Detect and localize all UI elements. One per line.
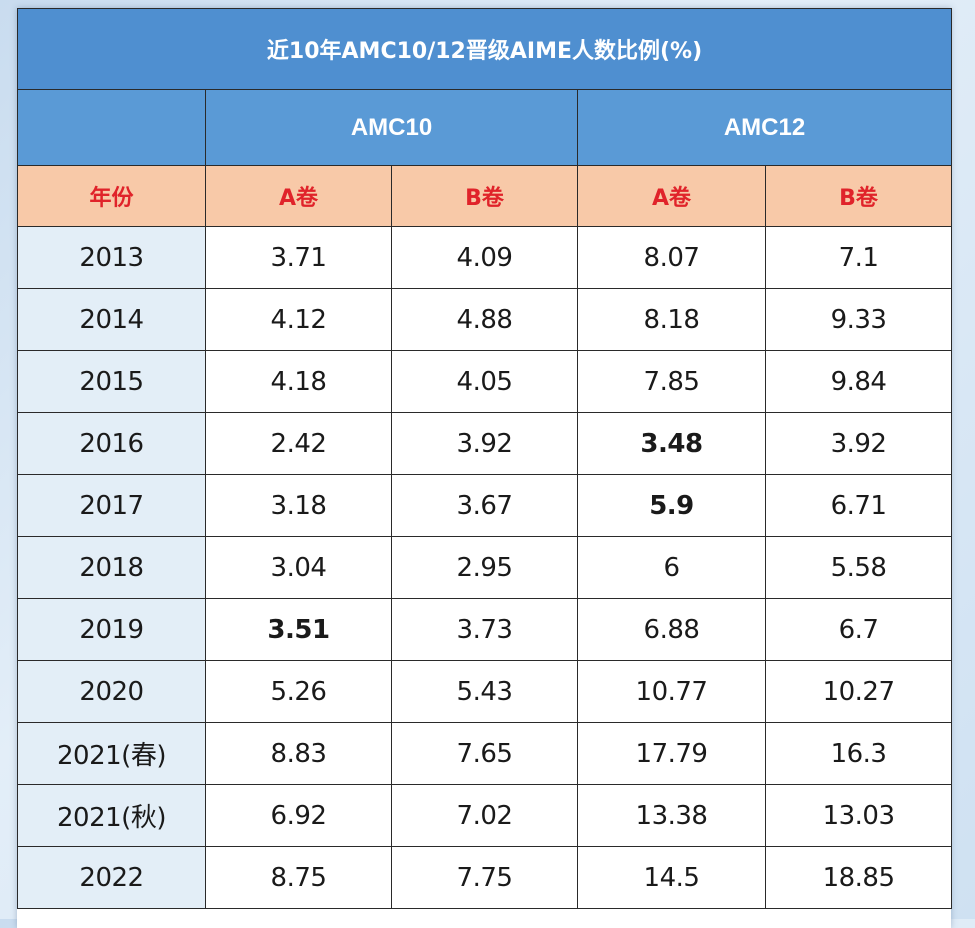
amc10-b-value: 2.95 <box>391 536 578 599</box>
amc10-a-value: 3.04 <box>205 536 392 599</box>
amc10-b-value: 7.75 <box>391 846 578 909</box>
amc12-b-value: 18.85 <box>764 846 953 909</box>
amc12-b-value: 13.03 <box>764 784 953 847</box>
amc10-a-value: 4.18 <box>205 350 392 413</box>
year-cell: 2021(秋) <box>17 784 206 847</box>
amc10-b-value: 3.73 <box>391 598 578 661</box>
amc12-a-value: 10.77 <box>577 660 766 723</box>
amc12-a-value: 6.88 <box>577 598 766 661</box>
sub-header-row: 年份 A卷 B卷 A卷 B卷 <box>17 165 953 227</box>
group-header-blank <box>17 89 206 166</box>
amc10-b-value: 7.02 <box>391 784 578 847</box>
amc10-a-value-highlighted: 3.51 <box>205 598 392 661</box>
amc10-b-value: 3.92 <box>391 412 578 475</box>
year-cell: 2019 <box>17 598 206 661</box>
column-header-amc12-a: A卷 <box>577 165 766 227</box>
amc10-b-value: 5.43 <box>391 660 578 723</box>
amc12-a-value-highlighted: 5.9 <box>577 474 766 537</box>
year-cell: 2016 <box>17 412 206 475</box>
year-cell: 2018 <box>17 536 206 599</box>
amc12-b-value: 6.71 <box>764 474 953 537</box>
table-title: 近10年AMC10/12晋级AIME人数比例(%) <box>16 8 953 90</box>
group-header-row: AMC10 AMC12 <box>17 89 953 166</box>
amc12-b-value: 16.3 <box>764 722 953 785</box>
amc12-a-value: 7.85 <box>577 350 766 413</box>
column-header-amc10-b: B卷 <box>391 165 578 227</box>
year-cell: 2021(春) <box>17 722 206 785</box>
amc10-a-value: 8.83 <box>205 722 392 785</box>
amc12-a-value-highlighted: 3.48 <box>577 412 766 475</box>
amc12-b-value: 7.1 <box>764 226 953 289</box>
table-row: 2019 3.51 3.73 6.88 6.7 <box>17 598 953 661</box>
table-row: 2021(秋) 6.92 7.02 13.38 13.03 <box>17 784 953 847</box>
amc10-a-value: 5.26 <box>205 660 392 723</box>
table-row: 2016 2.42 3.92 3.48 3.92 <box>17 412 953 475</box>
amc12-a-value: 8.18 <box>577 288 766 351</box>
group-header-amc10: AMC10 <box>205 89 578 166</box>
column-header-amc12-b: B卷 <box>764 165 953 227</box>
amc10-a-value: 4.12 <box>205 288 392 351</box>
year-cell: 2015 <box>17 350 206 413</box>
amc10-a-value: 2.42 <box>205 412 392 475</box>
amc10-b-value: 4.88 <box>391 288 578 351</box>
amc12-b-value: 10.27 <box>764 660 953 723</box>
table-row: 2017 3.18 3.67 5.9 6.71 <box>17 474 953 537</box>
amc12-b-value: 9.33 <box>764 288 953 351</box>
year-cell: 2017 <box>17 474 206 537</box>
table-row: 2020 5.26 5.43 10.77 10.27 <box>17 660 953 723</box>
table-row: 2015 4.18 4.05 7.85 9.84 <box>17 350 953 413</box>
year-cell: 2014 <box>17 288 206 351</box>
amc10-b-value: 3.67 <box>391 474 578 537</box>
amc10-b-value: 4.09 <box>391 226 578 289</box>
table-row: 2021(春) 8.83 7.65 17.79 16.3 <box>17 722 953 785</box>
year-cell: 2020 <box>17 660 206 723</box>
amc12-a-value: 17.79 <box>577 722 766 785</box>
amc12-a-value: 14.5 <box>577 846 766 909</box>
group-header-amc12: AMC12 <box>576 89 953 166</box>
amc10-a-value: 8.75 <box>205 846 392 909</box>
amc10-a-value: 3.71 <box>205 226 392 289</box>
amc10-a-value: 6.92 <box>205 784 392 847</box>
amc12-b-value: 6.7 <box>764 598 953 661</box>
table-row: 2022 8.75 7.75 14.5 18.85 <box>17 846 953 909</box>
column-header-year: 年份 <box>17 165 206 227</box>
table-title-row: 近10年AMC10/12晋级AIME人数比例(%) <box>16 8 953 90</box>
amc10-a-value: 3.18 <box>205 474 392 537</box>
table-row: 2013 3.71 4.09 8.07 7.1 <box>17 226 953 289</box>
amc12-b-value: 9.84 <box>764 350 953 413</box>
amc12-a-value: 13.38 <box>577 784 766 847</box>
ratio-table-container: 近10年AMC10/12晋级AIME人数比例(%) AMC10 AMC12 年份… <box>16 8 953 928</box>
amc12-a-value: 8.07 <box>577 226 766 289</box>
aime-ratio-table: 近10年AMC10/12晋级AIME人数比例(%) AMC10 AMC12 年份… <box>16 8 953 909</box>
amc12-b-value: 5.58 <box>764 536 953 599</box>
table-row: 2018 3.04 2.95 6 5.58 <box>17 536 953 599</box>
year-cell: 2013 <box>17 226 206 289</box>
year-cell: 2022 <box>17 846 206 909</box>
table-row: 2014 4.12 4.88 8.18 9.33 <box>17 288 953 351</box>
column-header-amc10-a: A卷 <box>205 165 392 227</box>
amc10-b-value: 7.65 <box>391 722 578 785</box>
amc10-b-value: 4.05 <box>391 350 578 413</box>
amc12-b-value: 3.92 <box>764 412 953 475</box>
amc12-a-value: 6 <box>577 536 766 599</box>
